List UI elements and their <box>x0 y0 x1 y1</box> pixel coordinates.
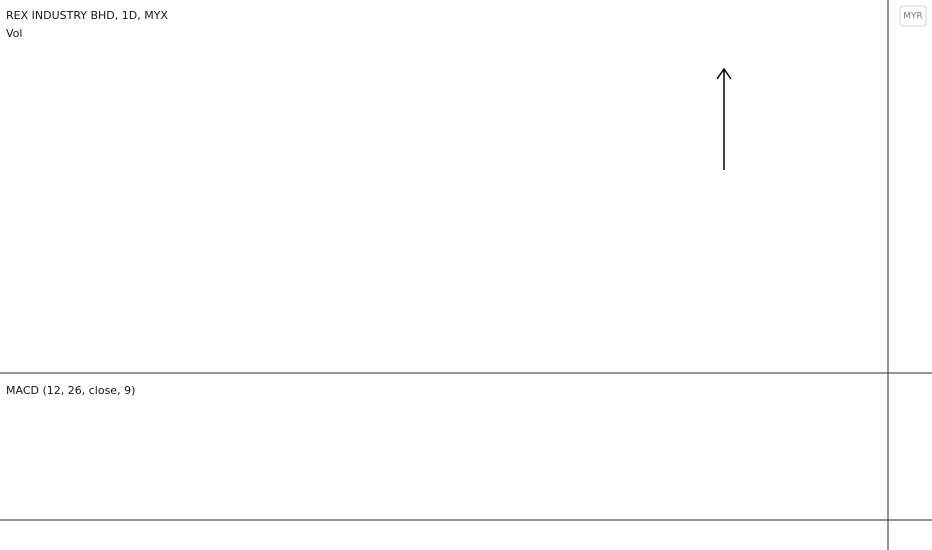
arrow-head <box>716 67 732 80</box>
currency-button[interactable] <box>899 5 927 27</box>
macd-title: MACD (12, 26, close, 9) <box>6 384 135 397</box>
currency-label[interactable]: MYR <box>903 12 923 22</box>
volume-label: Vol <box>6 27 22 40</box>
chart-title: REX INDUSTRY BHD, 1D, MYX <box>6 9 168 22</box>
